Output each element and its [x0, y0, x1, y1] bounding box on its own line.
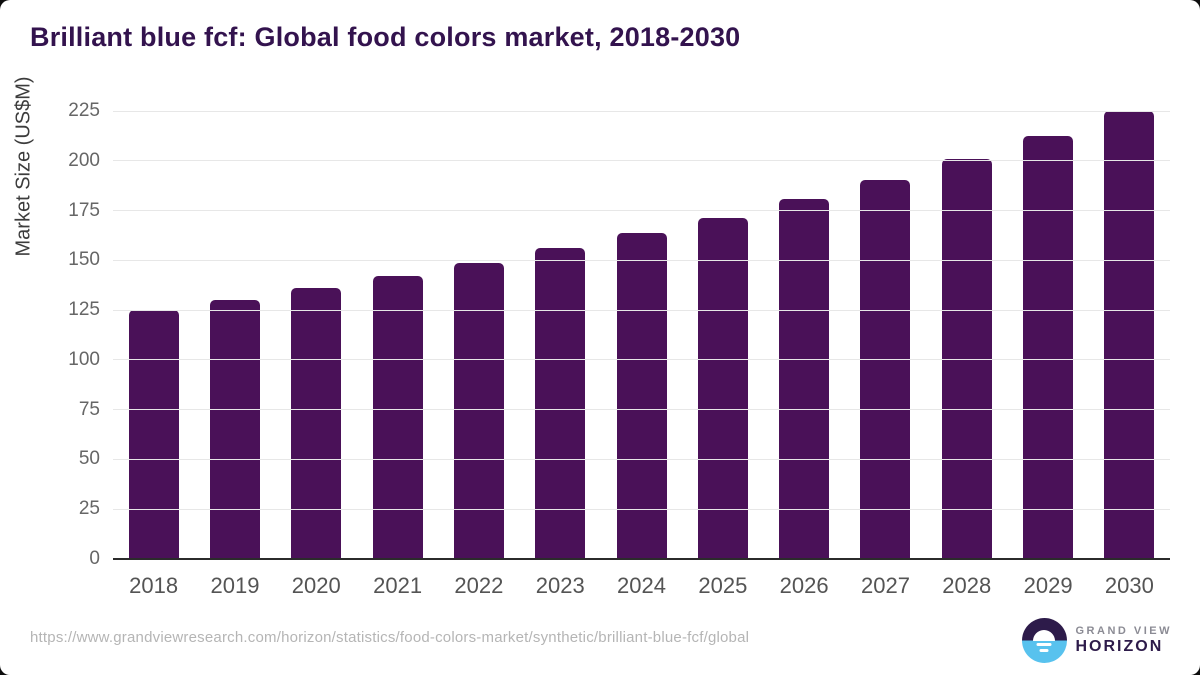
- bar-2023: [535, 248, 586, 559]
- y-tick-label: 200: [68, 149, 100, 171]
- bar-2019: [209, 300, 260, 559]
- bar-column-2029: 2029: [1007, 111, 1088, 598]
- x-tick-label: 2029: [1023, 573, 1073, 598]
- x-tick-label: 2019: [210, 573, 260, 598]
- bar-2029: [1023, 135, 1074, 559]
- bar-series: 2018 2019 2020 2021 2022 2023 2024 2025 2026 2027…: [113, 111, 1170, 598]
- gridline-y-125: [113, 309, 1170, 311]
- x-tick-label: 2021: [373, 573, 423, 598]
- y-tick-label: 175: [68, 199, 100, 221]
- x-tick-label: 2028: [942, 573, 992, 598]
- y-tick-label: 50: [78, 448, 100, 470]
- y-tick-label: 125: [68, 299, 100, 321]
- gridline-y-25: [113, 508, 1170, 510]
- bar-chart-plot-area: 2018 2019 2020 2021 2022 2023 2024 2025 2026 2027…: [68, 100, 1170, 598]
- y-tick-label: 150: [68, 249, 100, 271]
- bar-column-2023: 2023: [520, 111, 601, 598]
- y-tick-label: 0: [89, 548, 100, 569]
- bar-column-2021: 2021: [357, 111, 438, 598]
- bar-2021: [372, 276, 423, 559]
- logo-brand-name: GRAND VIEW: [1075, 625, 1172, 637]
- bar-column-2022: 2022: [438, 111, 519, 598]
- y-tick-label: 225: [68, 100, 100, 121]
- x-tick-label: 2025: [698, 573, 748, 598]
- bar-column-2024: 2024: [601, 111, 682, 598]
- water-line-icon: [1036, 643, 1052, 646]
- x-tick-label: 2024: [617, 573, 666, 598]
- bar-2020: [291, 288, 342, 559]
- gridline-y-50: [113, 458, 1170, 460]
- gridline-y-75: [113, 409, 1170, 411]
- y-tick-label: 100: [68, 348, 100, 370]
- source-url: https://www.grandviewresearch.com/horizo…: [30, 629, 750, 646]
- bar-2018: [128, 310, 179, 559]
- x-tick-label: 2018: [129, 573, 179, 598]
- bar-column-2030: 2030: [1089, 111, 1170, 598]
- sun-dome-shape: [1033, 629, 1055, 641]
- x-tick-label: 2027: [860, 573, 910, 598]
- x-axis-line: [113, 558, 1170, 560]
- water-line-icon: [1039, 649, 1049, 652]
- bar-column-2019: 2019: [194, 111, 275, 598]
- y-tick-label: 75: [78, 398, 100, 420]
- x-tick-label: 2030: [1104, 573, 1154, 598]
- bar-column-2028: 2028: [926, 111, 1007, 598]
- x-tick-label: 2023: [535, 573, 585, 598]
- grand-view-horizon-logo: GRAND VIEW HORIZON: [1021, 618, 1173, 663]
- bar-2030: [1104, 111, 1155, 559]
- gridline-y-200: [113, 160, 1170, 162]
- bar-2022: [453, 263, 504, 559]
- bar-2028: [941, 158, 992, 559]
- bar-column-2025: 2025: [682, 111, 763, 598]
- bar-2026: [779, 198, 830, 559]
- y-tick-label: 25: [78, 498, 100, 520]
- chart-title: Brilliant blue fcf: Global food colors m…: [30, 22, 741, 52]
- bar-column-2020: 2020: [276, 111, 357, 598]
- y-axis-title: Market Size (US$M): [12, 76, 35, 257]
- gridline-y-175: [113, 210, 1170, 212]
- bar-2025: [697, 217, 748, 559]
- bar-column-2018: 2018: [113, 111, 194, 598]
- x-tick-label: 2026: [779, 573, 829, 598]
- bar-2024: [616, 233, 667, 559]
- bar-column-2027: 2027: [845, 111, 926, 598]
- bar-2027: [860, 179, 911, 559]
- x-tick-label: 2020: [291, 573, 341, 598]
- logo-product-name: HORIZON: [1075, 638, 1164, 655]
- bar-column-2026: 2026: [764, 111, 845, 598]
- gridline-y-150: [113, 259, 1170, 261]
- x-tick-label: 2022: [454, 573, 504, 598]
- gridline-y-225: [113, 110, 1170, 112]
- gridline-y-100: [113, 359, 1170, 361]
- horizon-sunrise-icon: [1021, 618, 1067, 663]
- logo-wordmark: GRAND VIEW HORIZON: [1076, 625, 1173, 656]
